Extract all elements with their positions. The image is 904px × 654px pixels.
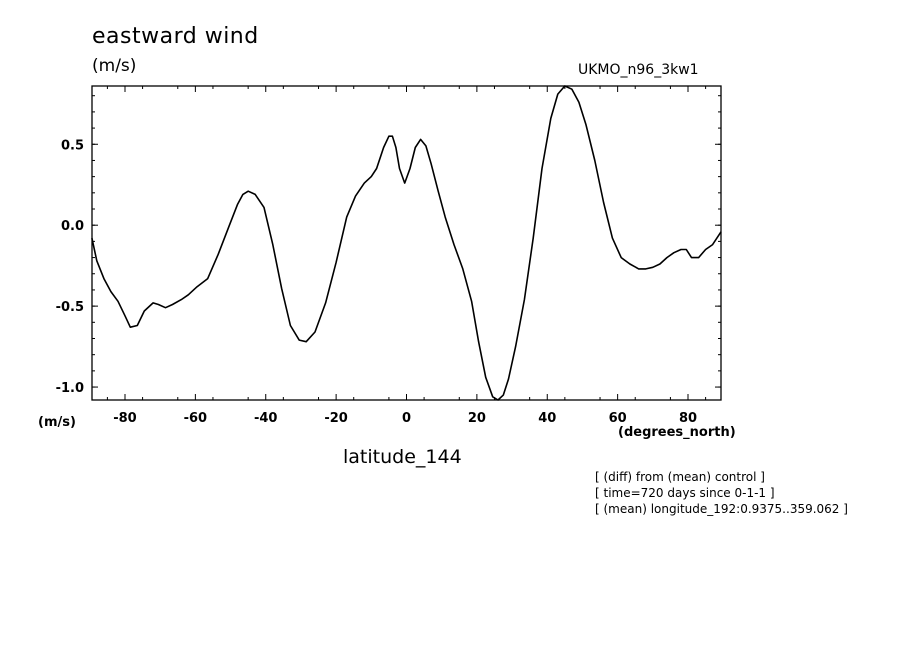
y-tick-label: -0.5 xyxy=(56,300,84,315)
x-axis-unit: (degrees_north) xyxy=(618,425,736,440)
series-line xyxy=(91,85,722,401)
footnote-time: [ time=720 days since 0-1-1 ] xyxy=(595,486,775,500)
plot-frame xyxy=(91,85,722,401)
chart-units: (m/s) xyxy=(92,56,137,76)
x-tick-label: -80 xyxy=(113,411,137,426)
x-tick-label: 20 xyxy=(468,411,486,426)
x-tick-label: 0 xyxy=(402,411,411,426)
footnote-longitude: [ (mean) longitude_192:0.9375..359.062 ] xyxy=(595,502,848,516)
x-tick-label: -60 xyxy=(184,411,208,426)
y-tick-label: 0.5 xyxy=(61,138,84,153)
x-tick-label: -20 xyxy=(324,411,348,426)
x-tick-label: 80 xyxy=(679,411,697,426)
y-tick-label: 0.0 xyxy=(61,219,84,234)
chart-title: eastward wind xyxy=(92,24,259,49)
x-tick-label: -40 xyxy=(254,411,278,426)
x-axis-label: latitude_144 xyxy=(343,446,462,468)
y-axis-unit: (m/s) xyxy=(38,415,76,430)
model-name: UKMO_n96_3kw1 xyxy=(578,62,699,78)
x-tick-label: 60 xyxy=(609,411,627,426)
x-tick-label: 40 xyxy=(538,411,556,426)
footnote-diff: [ (diff) from (mean) control ] xyxy=(595,470,765,484)
y-tick-label: -1.0 xyxy=(56,381,84,396)
